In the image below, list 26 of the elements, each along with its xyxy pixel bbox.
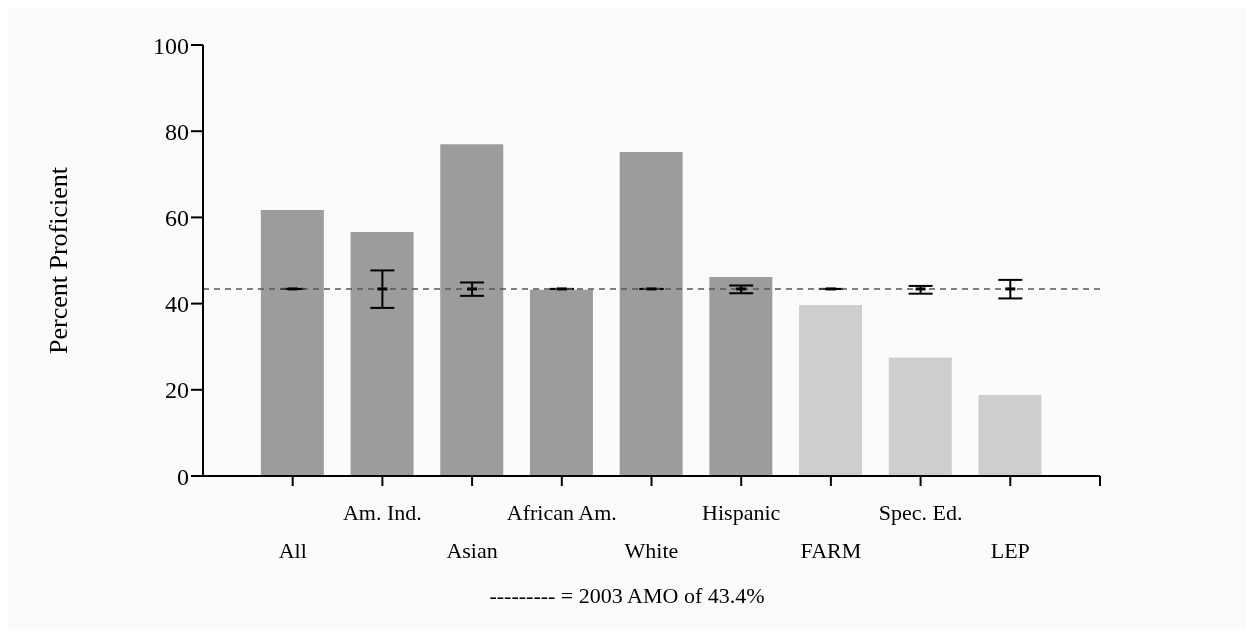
y-tick-label: 20 bbox=[165, 377, 189, 404]
x-tick-label: African Am. bbox=[506, 500, 617, 525]
y-tick-label: 0 bbox=[177, 463, 189, 490]
y-axis-title: Percent Proficient bbox=[44, 166, 74, 354]
x-tick-label: Hispanic bbox=[702, 500, 781, 525]
x-tick-label: LEP bbox=[990, 538, 1030, 563]
x-tick-label: Asian bbox=[446, 538, 498, 563]
bar bbox=[799, 304, 863, 476]
y-tick-label: 40 bbox=[165, 291, 189, 318]
y-tick-label: 60 bbox=[165, 204, 189, 231]
bar bbox=[978, 394, 1042, 476]
x-tick-label: Am. Ind. bbox=[342, 500, 422, 525]
bar bbox=[709, 276, 773, 476]
bar bbox=[619, 151, 683, 476]
x-tick-label: White bbox=[624, 538, 679, 563]
y-tick-label: 100 bbox=[153, 32, 189, 59]
y-tick-label: 80 bbox=[165, 118, 189, 145]
x-tick-label: FARM bbox=[800, 538, 862, 563]
bar bbox=[440, 144, 504, 476]
x-tick-label: Spec. Ed. bbox=[878, 500, 963, 525]
bar bbox=[260, 210, 324, 476]
bar bbox=[529, 289, 593, 476]
x-tick-label: All bbox=[278, 538, 307, 563]
text: --------- = 2003 AMO of 43.4% bbox=[488, 583, 766, 609]
bar bbox=[888, 357, 952, 476]
bar bbox=[350, 232, 414, 476]
